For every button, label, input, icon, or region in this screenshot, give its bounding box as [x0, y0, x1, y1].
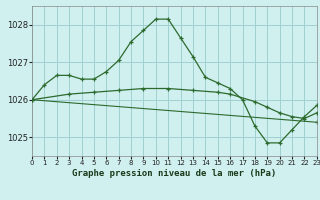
- X-axis label: Graphe pression niveau de la mer (hPa): Graphe pression niveau de la mer (hPa): [72, 169, 276, 178]
